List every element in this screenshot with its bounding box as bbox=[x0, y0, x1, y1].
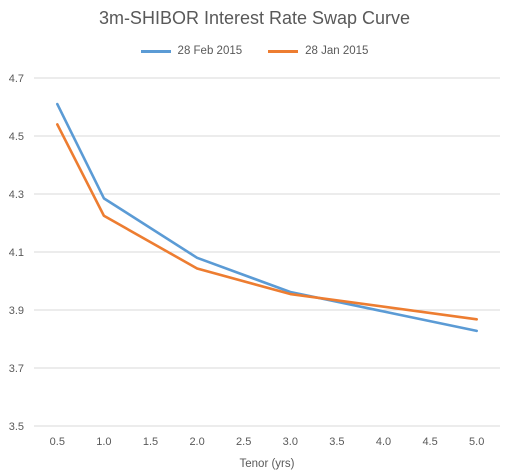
legend-swatch-series-0 bbox=[140, 49, 171, 53]
y-tick-label: 4.3 bbox=[9, 189, 24, 201]
y-tick-label: 4.5 bbox=[9, 131, 24, 143]
x-tick-label: 1.0 bbox=[96, 436, 111, 448]
x-tick-label: 2.0 bbox=[189, 436, 204, 448]
series-line-0 bbox=[55, 102, 479, 333]
y-tick-label: 4.7 bbox=[9, 73, 24, 85]
x-tick-label: 3.5 bbox=[329, 436, 344, 448]
legend-item-series-0: 28 Feb 2015 bbox=[140, 45, 243, 57]
legend-label-series-1: 28 Jan 2015 bbox=[305, 45, 369, 57]
x-tick-label: 5.0 bbox=[469, 436, 484, 448]
x-tick-label: 3.0 bbox=[283, 436, 298, 448]
legend: 28 Feb 2015 28 Jan 2015 bbox=[0, 45, 509, 57]
x-tick-label: 1.5 bbox=[143, 436, 158, 448]
y-tick-label: 3.9 bbox=[9, 305, 24, 317]
legend-label-series-0: 28 Feb 2015 bbox=[177, 45, 243, 57]
y-tick-label: 3.5 bbox=[9, 421, 24, 433]
chart-title: 3m-SHIBOR Interest Rate Swap Curve bbox=[98, 8, 411, 28]
x-tick-label: 2.5 bbox=[236, 436, 251, 448]
legend-swatch-series-1 bbox=[268, 49, 299, 53]
legend-item-series-1: 28 Jan 2015 bbox=[268, 45, 368, 57]
y-tick-label: 4.1 bbox=[9, 247, 24, 259]
x-tick-label: 4.0 bbox=[376, 436, 391, 448]
x-tick-label: 4.5 bbox=[422, 436, 437, 448]
y-tick-label: 3.7 bbox=[9, 363, 24, 375]
x-tick-label: 0.5 bbox=[50, 436, 65, 448]
x-axis-title: Tenor (yrs) bbox=[240, 458, 295, 470]
series-line-1 bbox=[55, 123, 479, 321]
